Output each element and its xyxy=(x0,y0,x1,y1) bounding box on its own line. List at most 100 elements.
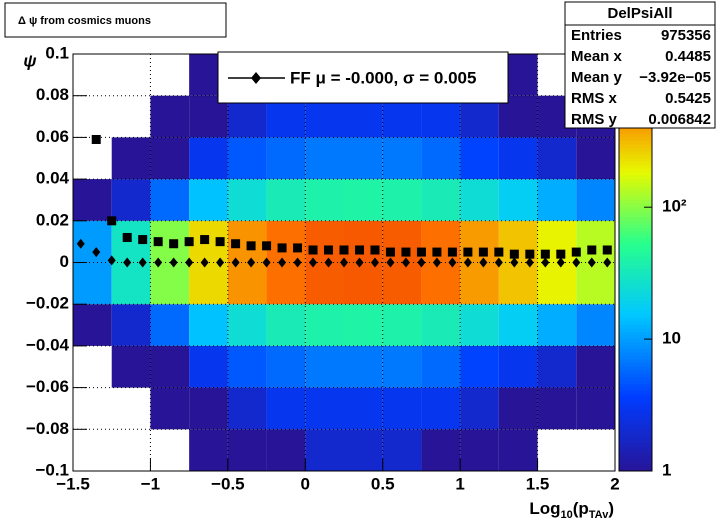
heat-cell xyxy=(498,137,538,180)
diamond-marker xyxy=(138,257,147,268)
color-bar-step xyxy=(619,206,652,211)
color-bar-step xyxy=(619,297,652,302)
diamond-marker xyxy=(525,257,534,268)
heat-cell xyxy=(150,179,190,221)
y-tick-label: 0.08 xyxy=(36,85,69,104)
heat-cell xyxy=(537,345,577,388)
diamond-marker xyxy=(154,257,163,268)
stats-name: Entries xyxy=(571,27,622,44)
diamond-marker xyxy=(401,257,410,268)
heat-cell xyxy=(460,304,499,346)
legend-text: FF μ = -0.000, σ = 0.005 xyxy=(290,68,476,87)
heat-cell xyxy=(344,345,383,388)
color-bar-step xyxy=(619,464,652,469)
heat-cell xyxy=(111,179,151,221)
heat-cell xyxy=(498,179,538,221)
heat-cell xyxy=(73,262,112,305)
square-marker xyxy=(169,239,179,249)
heat-cell xyxy=(227,137,267,180)
color-bar-step xyxy=(619,203,652,208)
diamond-marker xyxy=(479,257,488,268)
diamond-marker xyxy=(247,257,256,268)
stats-title: DelPsiAll xyxy=(607,5,672,22)
heat-cell xyxy=(344,137,383,180)
axes: −1.5 −1 −0.5 0 0.5 1 1.5 2 −0.1 −0.08 −0.06 −0.04 −0… xyxy=(26,43,620,493)
x-tick-label: 0 xyxy=(301,474,310,493)
color-bar-step xyxy=(619,140,652,145)
heat-cell xyxy=(266,345,306,388)
color-bar-step xyxy=(619,241,652,246)
square-marker xyxy=(478,247,488,257)
diamond-marker xyxy=(572,257,581,268)
color-bar-step xyxy=(619,179,652,184)
heat-cell xyxy=(537,137,577,180)
diamond-marker xyxy=(76,238,85,249)
color-bar-step xyxy=(619,311,652,316)
color-bar-step xyxy=(619,248,652,253)
x-tick-label: 1.5 xyxy=(526,474,550,493)
diamond-marker xyxy=(309,257,318,268)
stats-value: 975356 xyxy=(661,27,711,44)
heat-cell xyxy=(150,95,190,138)
heat-cell xyxy=(266,179,306,221)
heat-cell xyxy=(382,179,422,221)
legend-marker xyxy=(251,72,261,84)
heat-cell xyxy=(382,387,422,430)
color-bar-step xyxy=(619,293,652,298)
color-bar-step xyxy=(619,137,652,142)
color-bar-step xyxy=(619,377,652,382)
color-bar-step xyxy=(619,457,652,462)
color-bar-step xyxy=(619,411,652,416)
square-marker xyxy=(540,249,550,259)
heat-cell xyxy=(227,262,267,305)
square-marker xyxy=(184,237,194,247)
heat-cell xyxy=(150,387,190,430)
color-bar-step xyxy=(619,366,652,371)
heat-cell xyxy=(382,304,422,346)
heat-cell xyxy=(73,179,112,221)
heat-cell xyxy=(305,429,344,471)
square-marker xyxy=(339,245,349,255)
heat-cell xyxy=(460,137,499,180)
diamond-marker xyxy=(417,257,426,268)
color-bar-step xyxy=(619,133,652,138)
heat-cell xyxy=(421,387,461,430)
heat-cell xyxy=(305,262,344,305)
square-marker xyxy=(447,247,457,257)
square-marker xyxy=(293,243,303,253)
x-tick-label: 1 xyxy=(455,474,464,493)
heat-cell xyxy=(576,220,615,263)
color-bar-step xyxy=(619,168,652,173)
heat-cell xyxy=(189,387,228,430)
heat-cell xyxy=(576,345,615,388)
heat-cell xyxy=(305,345,344,388)
color-bar-step xyxy=(619,439,652,444)
heat-cell xyxy=(227,429,267,471)
color-bar-step xyxy=(619,325,652,330)
color-bar-step xyxy=(619,356,652,361)
color-bar-step xyxy=(619,338,652,343)
color-bar-step xyxy=(619,224,652,229)
color-bar-step xyxy=(619,398,652,402)
diamond-marker xyxy=(92,247,101,258)
stats-rows: Entries 975356 Mean x 0.4485 Mean y −3.92e−05… xyxy=(571,27,711,128)
heat-cell xyxy=(344,220,383,263)
heat-cell xyxy=(344,304,383,346)
title-box xyxy=(4,2,227,38)
color-bar-step xyxy=(619,460,652,465)
stats-value: 0.4485 xyxy=(665,48,711,65)
y-tick-label: −0.06 xyxy=(26,377,69,396)
color-bar-step xyxy=(619,467,652,472)
square-marker xyxy=(463,247,473,257)
square-marker xyxy=(138,235,148,245)
color-bar-step xyxy=(619,422,652,427)
heat-cell xyxy=(498,304,538,346)
color-bar-step xyxy=(619,443,652,448)
square-marker xyxy=(200,235,210,245)
color-bar-step xyxy=(619,352,652,357)
color-bar-step xyxy=(619,453,652,458)
y-tick-label: 0.04 xyxy=(36,169,70,188)
heat-cell xyxy=(266,137,306,180)
x-tick-label: −0.5 xyxy=(211,474,245,493)
color-bar-step xyxy=(619,321,652,326)
